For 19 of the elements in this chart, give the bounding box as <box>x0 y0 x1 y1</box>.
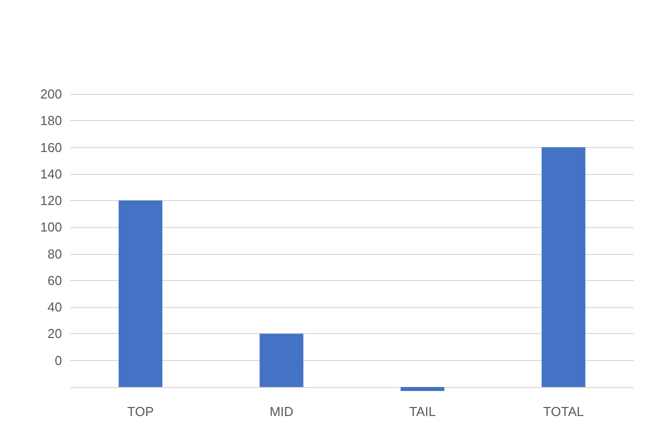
y-tick-label: 120 <box>40 193 62 208</box>
y-tick-label: 20 <box>48 326 62 342</box>
bar <box>260 334 304 388</box>
y-tick-label: 160 <box>40 140 62 155</box>
y-tick-label: 40 <box>48 300 62 315</box>
y-tick-label: 100 <box>40 220 62 235</box>
y-tick-label: 60 <box>48 272 62 288</box>
y-tick-label: 0 <box>54 352 62 368</box>
bar <box>118 200 162 388</box>
x-tick-label: TOTAL <box>543 404 584 419</box>
x-tick-label: TAIL <box>409 404 436 419</box>
y-tick-label: 180 <box>40 113 62 128</box>
y-tick-label: 200 <box>40 86 62 102</box>
bar <box>542 147 586 388</box>
y-tick-label: 140 <box>40 166 62 182</box>
x-tick-label: TOP <box>127 404 154 419</box>
bar <box>400 387 444 391</box>
y-tick-label: 80 <box>48 246 62 262</box>
x-tick-label: MID <box>270 404 294 419</box>
